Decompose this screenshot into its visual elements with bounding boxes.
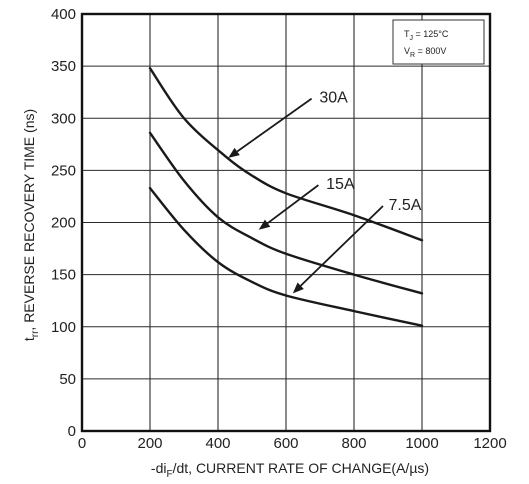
y-axis-label: trr, REVERSE RECOVERY TIME (ns) [21, 109, 41, 341]
y-tick-label: 0 [68, 423, 76, 440]
annotation-arrowhead [258, 219, 271, 230]
x-tick-label: 1000 [405, 435, 438, 452]
series-label-15A: 15A [326, 176, 355, 193]
y-tick-label: 300 [51, 110, 76, 127]
series-label-30A: 30A [319, 90, 348, 107]
x-tick-label: 1200 [473, 435, 506, 452]
x-tick-label: 200 [137, 435, 162, 452]
series-layer [148, 67, 424, 327]
annotation-arrow [300, 205, 384, 287]
y-tick-label: 50 [59, 371, 76, 388]
y-tick-label: 350 [51, 58, 76, 75]
condition-tj: TJ = 125°C [404, 29, 449, 42]
y-tick-label: 200 [51, 215, 76, 232]
series-line-30A [148, 67, 424, 242]
annotation-arrow [267, 184, 319, 224]
series-label-7-5A: 7.5A [389, 197, 422, 214]
x-tick-label: 400 [205, 435, 230, 452]
series-line-7-5A [148, 186, 424, 327]
x-tick-label: 0 [78, 435, 86, 452]
y-tick-label: 250 [51, 162, 76, 179]
annotation-layer: 30A 15A 7.5A [228, 90, 422, 294]
condition-vr: VR = 800V [404, 46, 446, 59]
tick-layer: 0 200 400 600 800 1000 1200 0 50 100 150 200 250 300 3… [51, 6, 507, 452]
y-tick-label: 400 [51, 6, 76, 23]
grid-layer [82, 14, 490, 431]
annotation-arrow [236, 97, 313, 153]
plot-frame [80, 12, 492, 433]
annotation-arrowhead [228, 147, 240, 158]
x-tick-label: 800 [341, 435, 366, 452]
x-axis-label: -diF/dt, CURRENT RATE OF CHANGE(A/µs) [151, 460, 429, 480]
x-tick-label: 600 [273, 435, 298, 452]
annotation-arrowhead [292, 282, 304, 294]
conditions-box: TJ = 125°C VR = 800V [392, 19, 485, 65]
y-tick-label: 150 [51, 267, 76, 284]
y-tick-label: 100 [51, 319, 76, 336]
series-line-15A [148, 131, 424, 295]
